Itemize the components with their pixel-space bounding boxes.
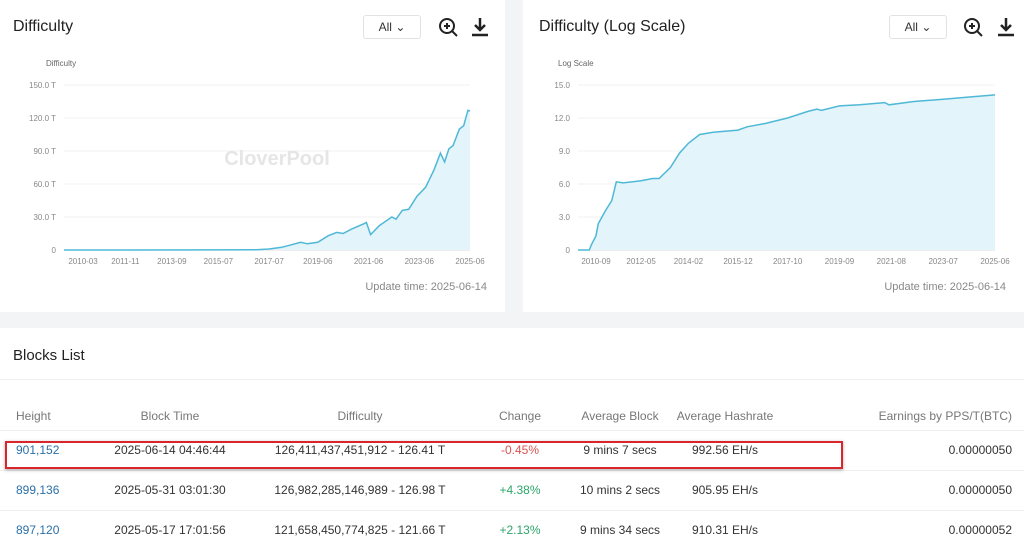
y-tick-label: 3.0 xyxy=(559,213,571,222)
x-tick-label: 2021-08 xyxy=(877,257,907,266)
y-tick-label: 15.0 xyxy=(554,81,570,90)
x-tick-label: 2011-11 xyxy=(111,257,140,266)
y-tick-label: 150.0 T xyxy=(29,81,56,90)
height-link[interactable]: 899,136 xyxy=(0,469,90,510)
range-select[interactable]: All ⌄ xyxy=(363,15,421,39)
x-tick-label: 2012-05 xyxy=(626,257,656,266)
x-tick-label: 2010-03 xyxy=(68,257,98,266)
average-block: 9 mins 34 secs xyxy=(570,509,670,550)
block-time: 2025-06-14 04:46:44 xyxy=(90,429,250,470)
x-tick-label: 2015-07 xyxy=(204,257,234,266)
table-row: 897,120 2025-05-17 17:01:56 121,658,450,77… xyxy=(0,509,1024,550)
x-tick-label: 2017-10 xyxy=(773,257,803,266)
col-average-block: Average Block xyxy=(581,408,659,423)
divider xyxy=(0,379,1024,380)
x-tick-label: 2017-07 xyxy=(254,257,284,266)
col-average-hashrate: Average Hashrate xyxy=(676,408,774,423)
zoom-in-icon[interactable] xyxy=(962,16,984,38)
y-axis-label: Log Scale xyxy=(558,59,594,68)
log-difficulty-chart: Log Scale 0 3.0 6.0 9.0 12.0 15.0 2010-09 2012-0… xyxy=(554,59,1010,266)
series-line xyxy=(63,109,471,251)
difficulty-card: Difficulty All ⌄ Difficulty 0 30.0 T 60.0 T… xyxy=(0,0,505,312)
y-tick-label: 0 xyxy=(52,246,57,255)
difficulty-chart: Difficulty 0 30.0 T 60.0 T 90.0 T 120.0 T 150.… xyxy=(29,59,485,266)
update-time: Update time: 2025-06-14 xyxy=(365,281,487,293)
y-tick-label: 30.0 T xyxy=(33,213,56,222)
average-hashrate: 910.31 EH/s xyxy=(670,509,780,550)
blocks-table: Height Block Time Difficulty Change Aver… xyxy=(0,402,1024,550)
series-line xyxy=(578,94,996,251)
download-icon[interactable] xyxy=(469,16,491,38)
y-tick-label: 6.0 xyxy=(559,180,571,189)
col-earnings: Earnings by PPS/T(BTC) xyxy=(878,408,1012,423)
table-row: 901,152 2025-06-14 04:46:44 126,411,437,45… xyxy=(0,429,1024,470)
difficulty-value: 126,411,437,451,912 - 126.41 T xyxy=(250,429,470,470)
section-title: Blocks List xyxy=(13,347,85,364)
chevron-down-icon: ⌄ xyxy=(395,20,406,34)
range-value: All xyxy=(378,20,392,34)
average-hashrate: 905.95 EH/s xyxy=(670,469,780,510)
change-value: +4.38% xyxy=(470,469,570,510)
earnings-value: 0.00000050 xyxy=(780,469,1024,510)
y-tick-label: 120.0 T xyxy=(29,114,56,123)
y-tick-label: 60.0 T xyxy=(33,180,56,189)
x-tick-label: 2019-06 xyxy=(303,257,333,266)
table-header: Height Block Time Difficulty Change Aver… xyxy=(0,402,1024,430)
col-difficulty: Difficulty xyxy=(337,408,383,423)
height-link[interactable]: 901,152 xyxy=(0,429,90,470)
col-height: Height xyxy=(16,408,51,423)
earnings-value: 0.00000050 xyxy=(780,429,1024,470)
y-tick-label: 90.0 T xyxy=(33,147,56,156)
download-icon[interactable] xyxy=(995,16,1017,38)
x-tick-label: 2014-02 xyxy=(674,257,704,266)
update-time: Update time: 2025-06-14 xyxy=(884,281,1006,293)
col-change: Change xyxy=(498,408,542,423)
change-value: -0.45% xyxy=(470,429,570,470)
earnings-value: 0.00000052 xyxy=(780,509,1024,550)
average-block: 9 mins 7 secs xyxy=(570,429,670,470)
y-tick-label: 9.0 xyxy=(559,147,571,156)
y-tick-label: 0 xyxy=(566,246,571,255)
y-tick-label: 12.0 xyxy=(554,114,570,123)
range-value: All xyxy=(904,20,918,34)
x-tick-label: 2023-07 xyxy=(928,257,958,266)
average-block: 10 mins 2 secs xyxy=(570,469,670,510)
card-title: Difficulty (Log Scale) xyxy=(539,18,686,35)
y-axis-label: Difficulty xyxy=(46,59,76,68)
highlight-box xyxy=(5,441,843,469)
x-tick-label: 2023-06 xyxy=(405,257,435,266)
height-link[interactable]: 897,120 xyxy=(0,509,90,550)
x-tick-label: 2025-06 xyxy=(455,257,485,266)
block-time: 2025-05-17 17:01:56 xyxy=(90,509,250,550)
average-hashrate: 992.56 EH/s xyxy=(670,429,780,470)
zoom-in-icon[interactable] xyxy=(437,16,459,38)
watermark: CloverPool xyxy=(224,148,330,170)
difficulty-value: 121,658,450,774,825 - 121.66 T xyxy=(250,509,470,550)
range-select[interactable]: All ⌄ xyxy=(889,15,947,39)
table-row: 899,136 2025-05-31 03:01:30 126,982,285,14… xyxy=(0,469,1024,510)
x-tick-label: 2019-09 xyxy=(825,257,855,266)
chevron-down-icon: ⌄ xyxy=(921,20,932,34)
blocks-list-card: Blocks List Height Block Time Difficulty… xyxy=(0,328,1024,551)
difficulty-value: 126,982,285,146,989 - 126.98 T xyxy=(250,469,470,510)
x-tick-label: 2010-09 xyxy=(581,257,611,266)
x-tick-label: 2021-06 xyxy=(354,257,384,266)
x-tick-label: 2015-12 xyxy=(723,257,753,266)
col-block-time: Block Time xyxy=(140,408,200,423)
log-difficulty-card: Difficulty (Log Scale) All ⌄ Log Scale 0 3… xyxy=(523,0,1024,312)
card-title: Difficulty xyxy=(13,18,74,35)
block-time: 2025-05-31 03:01:30 xyxy=(90,469,250,510)
area-fill xyxy=(64,110,470,250)
x-tick-label: 2025-06 xyxy=(980,257,1010,266)
area-fill xyxy=(578,94,995,251)
x-tick-label: 2013-09 xyxy=(157,257,187,266)
change-value: +2.13% xyxy=(470,509,570,550)
